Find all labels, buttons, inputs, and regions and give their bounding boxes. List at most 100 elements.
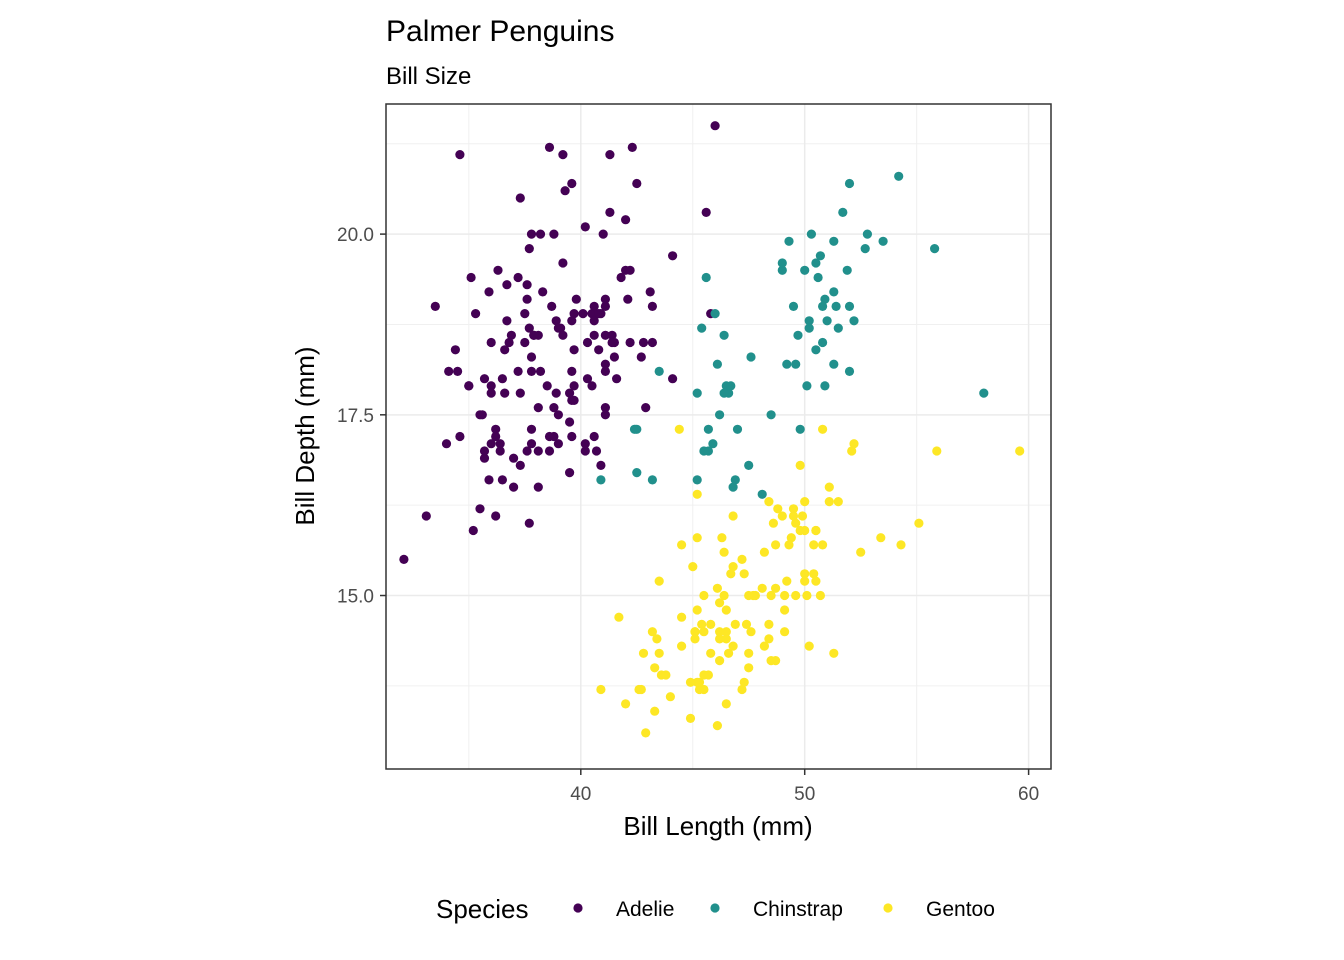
point-adelie: [441, 439, 452, 449]
point-adelie: [508, 482, 519, 492]
point-adelie: [625, 337, 635, 348]
point-adelie: [645, 287, 655, 297]
point-adelie: [609, 337, 620, 348]
point-chinstrap: [800, 265, 810, 275]
point-gentoo: [715, 598, 725, 608]
point-chinstrap: [813, 272, 823, 283]
point-gentoo: [818, 540, 828, 550]
point-chinstrap: [844, 366, 855, 376]
point-chinstrap: [811, 258, 821, 268]
point-adelie: [580, 439, 590, 449]
point-chinstrap: [860, 244, 870, 254]
point-adelie: [535, 366, 546, 376]
point-adelie: [493, 265, 503, 275]
point-adelie: [549, 403, 559, 413]
point-chinstrap: [979, 388, 989, 398]
point-gentoo: [721, 699, 731, 709]
point-adelie: [565, 388, 575, 398]
point-adelie: [641, 403, 651, 413]
point-adelie: [636, 352, 646, 362]
point-adelie: [497, 374, 507, 384]
point-chinstrap: [647, 475, 658, 485]
point-adelie: [504, 337, 514, 348]
point-gentoo: [744, 648, 754, 658]
point-adelie: [491, 431, 501, 442]
point-adelie: [455, 150, 465, 160]
point-chinstrap: [802, 381, 812, 391]
point-chinstrap: [806, 229, 817, 239]
point-adelie: [455, 431, 465, 442]
series-gentoo: [596, 424, 1025, 738]
point-gentoo: [1015, 446, 1025, 456]
point-chinstrap: [654, 366, 664, 376]
point-gentoo: [847, 446, 857, 456]
point-adelie: [647, 301, 658, 311]
point-chinstrap: [831, 301, 841, 311]
point-gentoo: [766, 656, 776, 666]
point-gentoo: [771, 583, 781, 593]
point-gentoo: [811, 576, 821, 586]
point-adelie: [479, 374, 490, 384]
point-adelie: [558, 330, 568, 340]
point-gentoo: [715, 627, 725, 637]
point-adelie: [471, 309, 481, 319]
point-adelie: [529, 330, 539, 340]
point-adelie: [605, 207, 615, 217]
point-adelie: [513, 272, 523, 283]
point-adelie: [502, 280, 512, 290]
point-gentoo: [791, 590, 801, 601]
point-gentoo: [641, 728, 651, 738]
point-gentoo: [849, 439, 859, 449]
point-chinstrap: [818, 337, 828, 348]
point-gentoo: [636, 684, 646, 695]
point-chinstrap: [829, 359, 839, 369]
point-gentoo: [784, 540, 794, 550]
point-adelie: [549, 229, 559, 239]
point-adelie: [569, 381, 579, 391]
point-adelie: [701, 207, 711, 217]
point-adelie: [582, 337, 593, 348]
point-adelie: [399, 554, 409, 565]
point-chinstrap: [844, 178, 855, 189]
point-chinstrap: [728, 482, 738, 492]
point-adelie: [544, 446, 555, 456]
point-adelie: [544, 142, 555, 152]
point-gentoo: [800, 569, 810, 579]
point-adelie: [587, 381, 597, 391]
point-chinstrap: [697, 323, 707, 333]
point-gentoo: [809, 540, 819, 550]
point-adelie: [569, 395, 579, 405]
point-chinstrap: [788, 301, 799, 311]
point-gentoo: [728, 511, 738, 521]
point-adelie: [547, 301, 557, 311]
point-adelie: [591, 446, 602, 456]
point-gentoo: [721, 605, 731, 615]
point-adelie: [571, 294, 581, 304]
point-chinstrap: [793, 330, 803, 340]
axes: 40 50 60 15.0 17.5 20.0: [337, 225, 1039, 805]
point-gentoo: [876, 533, 886, 543]
point-adelie: [567, 316, 577, 326]
point-chinstrap: [744, 460, 754, 470]
point-adelie: [508, 453, 519, 463]
point-gentoo: [744, 663, 754, 673]
point-adelie: [596, 460, 606, 470]
point-chinstrap: [632, 468, 642, 478]
point-gentoo: [712, 721, 723, 731]
point-adelie: [567, 178, 577, 189]
legend-title: Species: [436, 894, 529, 924]
point-chinstrap: [820, 381, 830, 391]
legend-label-gentoo: Gentoo: [926, 898, 995, 921]
point-gentoo: [811, 525, 821, 536]
point-adelie: [515, 193, 525, 203]
point-adelie: [526, 352, 537, 362]
point-chinstrap: [692, 388, 702, 398]
point-adelie: [594, 345, 604, 355]
point-adelie: [598, 229, 608, 239]
point-gentoo: [797, 511, 808, 521]
point-chinstrap: [862, 229, 873, 239]
series-adelie: [399, 121, 720, 565]
point-adelie: [524, 323, 534, 333]
point-gentoo: [759, 547, 770, 557]
point-chinstrap: [757, 489, 767, 499]
